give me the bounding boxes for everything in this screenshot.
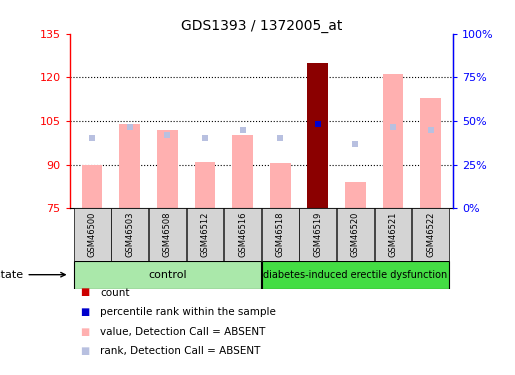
Bar xyxy=(270,163,290,208)
Bar xyxy=(412,208,449,261)
Text: GSM46518: GSM46518 xyxy=(276,211,285,257)
Text: GSM46520: GSM46520 xyxy=(351,211,360,257)
Text: GSM46500: GSM46500 xyxy=(88,211,97,257)
Bar xyxy=(232,135,253,208)
Text: rank, Detection Call = ABSENT: rank, Detection Call = ABSENT xyxy=(100,346,261,356)
Text: GSM46516: GSM46516 xyxy=(238,211,247,257)
Text: ■: ■ xyxy=(80,346,89,356)
Text: GSM46522: GSM46522 xyxy=(426,211,435,257)
Bar xyxy=(74,208,111,261)
Text: value, Detection Call = ABSENT: value, Detection Call = ABSENT xyxy=(100,327,266,336)
Bar xyxy=(262,261,449,289)
Text: ■: ■ xyxy=(80,288,89,297)
Bar xyxy=(111,208,148,261)
Text: ■: ■ xyxy=(80,327,89,336)
Bar xyxy=(383,74,403,208)
Text: percentile rank within the sample: percentile rank within the sample xyxy=(100,307,277,317)
Text: GSM46508: GSM46508 xyxy=(163,211,172,257)
Bar xyxy=(224,208,261,261)
Text: count: count xyxy=(100,288,130,297)
Bar xyxy=(374,208,411,261)
Text: GSM46521: GSM46521 xyxy=(388,211,398,257)
Text: GSM46512: GSM46512 xyxy=(200,211,210,257)
Bar xyxy=(157,130,178,208)
Bar xyxy=(307,63,328,208)
Text: GSM46503: GSM46503 xyxy=(125,211,134,257)
Bar xyxy=(299,208,336,261)
Bar xyxy=(119,124,140,208)
Bar xyxy=(195,162,215,208)
Title: GDS1393 / 1372005_at: GDS1393 / 1372005_at xyxy=(181,19,342,33)
Text: GSM46519: GSM46519 xyxy=(313,211,322,257)
Bar xyxy=(74,261,261,289)
Text: diabetes-induced erectile dysfunction: diabetes-induced erectile dysfunction xyxy=(263,270,448,280)
Bar xyxy=(345,182,366,208)
Text: disease state: disease state xyxy=(0,270,65,280)
Bar xyxy=(337,208,374,261)
Bar xyxy=(186,208,224,261)
Bar xyxy=(149,208,186,261)
Bar xyxy=(262,208,299,261)
Bar xyxy=(420,98,441,208)
Text: ■: ■ xyxy=(80,307,89,317)
Text: control: control xyxy=(148,270,186,280)
Bar xyxy=(82,165,102,208)
